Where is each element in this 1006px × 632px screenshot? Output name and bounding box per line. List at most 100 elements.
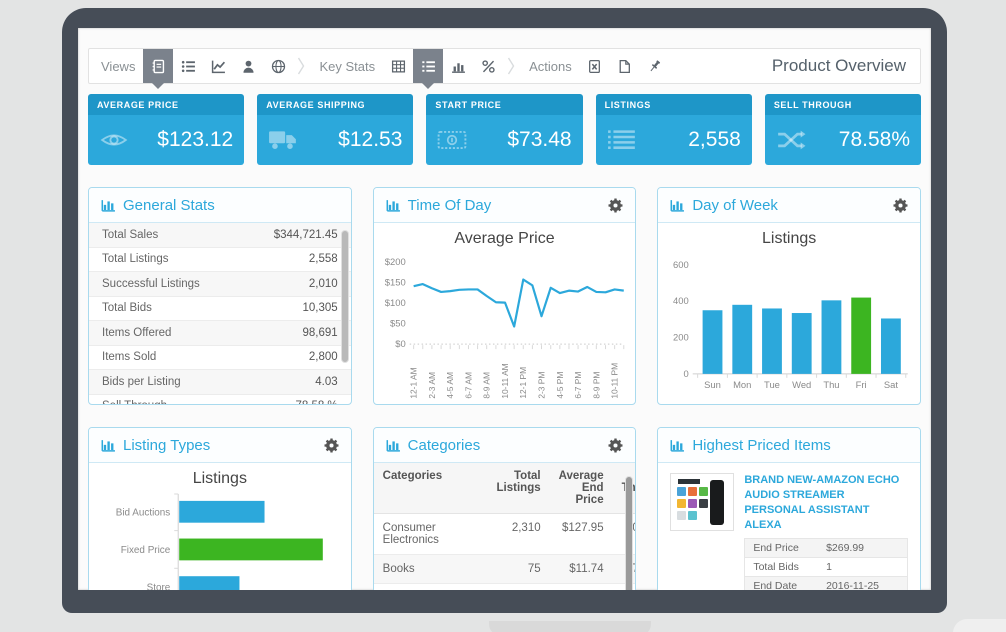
kpi-value: 78.58% bbox=[838, 128, 911, 151]
address-book-icon[interactable] bbox=[143, 49, 174, 89]
kpi-label: AVERAGE PRICE bbox=[88, 94, 245, 115]
kpi-card: LISTINGS 2,558 bbox=[595, 94, 752, 165]
chart-icon bbox=[386, 438, 401, 453]
item-details: End Price $269.99 Total Bids 1 End Date … bbox=[744, 538, 908, 590]
stat-row: Total Listings 2,558 bbox=[89, 248, 351, 272]
panel-general-stats: General Stats Total Sales $344,721.45 Tot… bbox=[88, 187, 352, 405]
detail-value: 1 bbox=[826, 561, 832, 574]
gear-icon[interactable] bbox=[893, 198, 908, 213]
column-header: Categories bbox=[373, 463, 488, 514]
kpi-card: START PRICE $73.48 bbox=[426, 94, 583, 165]
panel-title: General Stats bbox=[123, 197, 215, 214]
svg-text:6-7 AM: 6-7 AM bbox=[463, 372, 473, 399]
panel-title: Highest Priced Items bbox=[692, 437, 831, 454]
table-row: Computers/Tablets & Networking56$17.2476… bbox=[373, 583, 636, 590]
panel-title: Categories bbox=[407, 437, 481, 454]
stat-row: Sell Through 78.58 % bbox=[89, 395, 351, 404]
line-chart-icon[interactable] bbox=[203, 49, 233, 83]
user-icon[interactable] bbox=[233, 49, 263, 83]
toolbar-group-label: Actions bbox=[529, 58, 572, 74]
panel-row-1: General Stats Total Sales $344,721.45 Tot… bbox=[88, 187, 921, 405]
detail-label: End Price bbox=[753, 542, 799, 555]
list-icon[interactable] bbox=[173, 49, 203, 83]
pdf-icon[interactable] bbox=[610, 49, 640, 83]
chart-icon bbox=[670, 438, 685, 453]
bar-chart-icon[interactable] bbox=[443, 49, 473, 83]
svg-text:8-9 AM: 8-9 AM bbox=[481, 372, 491, 399]
general-stats-list: Total Sales $344,721.45 Total Listings 2,… bbox=[89, 223, 351, 404]
panel-row-2: Listing Types Listings Bid Auctions Fixed… bbox=[88, 427, 921, 590]
chart-icon bbox=[101, 198, 116, 213]
stat-row: Total Bids 10,305 bbox=[89, 297, 351, 321]
table-icon[interactable] bbox=[383, 49, 413, 83]
item-title-link[interactable]: BRAND NEW-AMAZON ECHO AUDIO STREAMER PER… bbox=[744, 474, 900, 531]
toolbar-group-label: Key Stats bbox=[319, 58, 376, 74]
svg-text:600: 600 bbox=[673, 259, 689, 270]
gear-icon[interactable] bbox=[324, 438, 339, 453]
kpi-value: $73.48 bbox=[507, 128, 572, 151]
svg-text:$150: $150 bbox=[384, 276, 405, 287]
kpi-body: $123.12 bbox=[88, 115, 245, 165]
stat-row: Items Sold 2,800 bbox=[89, 346, 351, 370]
panel-title: Listing Types bbox=[123, 437, 211, 454]
detail-value: $269.99 bbox=[826, 542, 865, 555]
stat-row: Bids per Listing 4.03 bbox=[89, 370, 351, 395]
panel-header: Categories bbox=[373, 428, 636, 463]
kpi-body: $73.48 bbox=[426, 115, 583, 165]
svg-text:Store: Store bbox=[147, 583, 171, 590]
gear-icon[interactable] bbox=[608, 198, 623, 213]
panel-day-of-week: Day of Week Listings 0 200 400 600 Sun Mon Tue… bbox=[657, 187, 921, 405]
panel-header: Time Of Day bbox=[373, 188, 636, 223]
globe-icon[interactable] bbox=[263, 49, 293, 83]
page-title: Product Overview bbox=[771, 56, 906, 75]
kpi-label: AVERAGE SHIPPING bbox=[257, 94, 414, 115]
chart-title: Average Price bbox=[454, 230, 555, 247]
highest-priced-items-list: BRAND NEW-AMAZON ECHO AUDIO STREAMER PER… bbox=[658, 463, 920, 590]
svg-text:200: 200 bbox=[673, 331, 689, 342]
stat-label: Items Offered bbox=[102, 326, 172, 339]
average-price-line-chart: $0 $50 $100 $150 $200 12-1 AM 2-3 AM 4-5 AM 6-7 … bbox=[374, 250, 636, 404]
kpi-card: AVERAGE SHIPPING $12.53 bbox=[257, 94, 414, 165]
gear-icon[interactable] bbox=[608, 438, 623, 453]
svg-text:2-3 AM: 2-3 AM bbox=[427, 372, 437, 399]
percent-icon[interactable] bbox=[473, 49, 503, 83]
separator-chevron-icon bbox=[297, 54, 305, 78]
svg-text:10-11 AM: 10-11 AM bbox=[500, 363, 510, 398]
panel-header: Highest Priced Items bbox=[658, 428, 920, 463]
product-image bbox=[670, 473, 735, 531]
listings-bar-chart: 0 200 400 600 Sun Mon Tue Wed Thu Fri Sat bbox=[658, 250, 920, 404]
stat-label: Total Listings bbox=[102, 253, 169, 266]
shuffle-icon bbox=[776, 128, 806, 152]
svg-text:Sun: Sun bbox=[704, 379, 721, 390]
stat-label: Sell Through bbox=[102, 400, 167, 404]
list-lines-icon bbox=[607, 128, 637, 152]
svg-text:0: 0 bbox=[684, 368, 689, 379]
panel-header: General Stats bbox=[89, 188, 351, 223]
svg-text:Sat: Sat bbox=[884, 379, 899, 390]
scrollbar[interactable] bbox=[340, 230, 349, 401]
stat-value: $344,721.45 bbox=[273, 228, 338, 241]
kpi-body: 2,558 bbox=[595, 115, 752, 165]
svg-text:Mon: Mon bbox=[733, 379, 751, 390]
pin-icon[interactable] bbox=[640, 49, 670, 83]
stat-label: Total Sales bbox=[102, 228, 159, 241]
list-alt-icon[interactable] bbox=[413, 49, 444, 89]
stat-row: Successful Listings 2,010 bbox=[89, 272, 351, 297]
chart-icon bbox=[670, 198, 685, 213]
chart-title: Listings bbox=[192, 470, 247, 487]
banknote-icon bbox=[437, 128, 467, 152]
laptop-frame: Views Key Stats Actions Product Overview AV… bbox=[62, 8, 947, 632]
item-detail-row: End Price $269.99 bbox=[745, 539, 907, 559]
stat-value: 4.03 bbox=[315, 375, 338, 388]
kpi-card: SELL THROUGH 78.58% bbox=[764, 94, 922, 165]
chart-icon bbox=[101, 438, 116, 453]
excel-icon[interactable] bbox=[580, 49, 610, 83]
scrollbar[interactable] bbox=[625, 476, 634, 590]
toolbar-group-label: Views bbox=[101, 58, 136, 74]
dashboard-screen: Views Key Stats Actions Product Overview AV… bbox=[78, 28, 931, 590]
stat-label: Total Bids bbox=[102, 302, 152, 315]
list-item: BRAND NEW-AMAZON ECHO AUDIO STREAMER PER… bbox=[658, 463, 920, 590]
truck-icon bbox=[268, 128, 298, 152]
column-header: Total Listings bbox=[487, 463, 550, 514]
